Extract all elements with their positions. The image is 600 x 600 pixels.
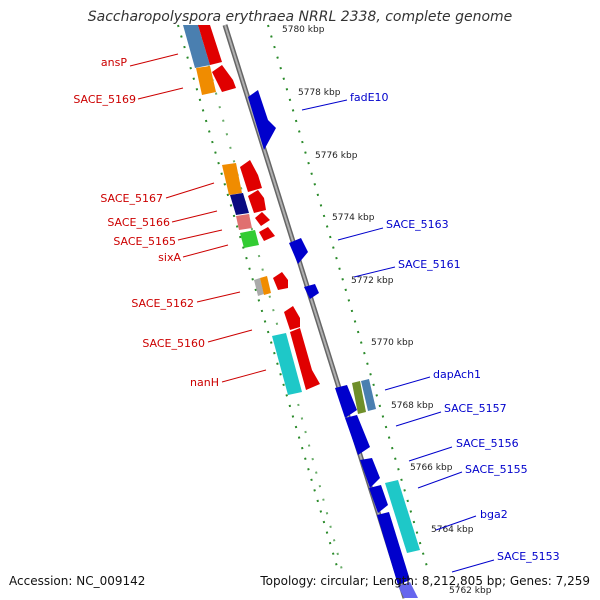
gene-SACE_5165-a[interactable] xyxy=(240,230,259,248)
gene-label-bga2[interactable]: bga2 xyxy=(480,508,508,521)
reverse-genes xyxy=(335,379,420,598)
gene-label-ansP[interactable]: ansP xyxy=(101,56,127,69)
gene-label-SACE_5165[interactable]: SACE_5165 xyxy=(113,235,176,248)
tick-label: 5764 kbp xyxy=(431,525,474,535)
gene-label-SACE_5162[interactable]: SACE_5162 xyxy=(131,297,194,310)
tick-label: 5770 kbp xyxy=(371,338,414,348)
genome-title: Saccharopolyspora erythraea NRRL 2338, c… xyxy=(87,9,513,25)
gene-nanH-a[interactable] xyxy=(272,333,302,395)
gene-dapAch1-b[interactable] xyxy=(361,379,376,411)
tick-marks: 5780 kbp 5778 kbp 5776 kbp 5774 kbp 5772… xyxy=(282,25,492,596)
gene-label-nanH[interactable]: nanH xyxy=(190,376,219,389)
leader-line xyxy=(337,227,384,241)
outer-right-guide xyxy=(267,24,429,571)
gene-SACE_5167-d[interactable] xyxy=(248,190,266,213)
gene-SACE_5156-arrow[interactable] xyxy=(345,415,370,455)
tick-label: 5762 kbp xyxy=(449,586,492,596)
gene-ansP-a[interactable] xyxy=(183,25,210,68)
leader-line xyxy=(384,376,431,391)
leader-line xyxy=(417,471,463,489)
gene-bga2-a[interactable] xyxy=(385,480,420,553)
gene-SACE_5169-a[interactable] xyxy=(196,66,216,95)
leader-line xyxy=(165,182,215,199)
gene-SACE_5166-a[interactable] xyxy=(236,214,252,230)
leader-line xyxy=(451,559,495,573)
leader-line xyxy=(137,87,184,100)
leader-line xyxy=(301,99,348,111)
gene-label-SACE_5160[interactable]: SACE_5160 xyxy=(142,337,205,350)
gene-SACE_5166-b[interactable] xyxy=(255,212,270,226)
gene-SACE_5160-a[interactable] xyxy=(284,306,300,330)
gene-SACE_5163-arrow[interactable] xyxy=(289,238,308,264)
genome-summary-text: Topology: circular; Length: 8,212,805 bp… xyxy=(260,574,590,588)
gene-label-SACE_5153[interactable]: SACE_5153 xyxy=(497,550,560,563)
tick-label: 5768 kbp xyxy=(391,401,434,411)
gene-SACE_5167-c[interactable] xyxy=(230,193,249,215)
gene-SACE_5162-a[interactable] xyxy=(254,278,264,296)
tick-label: 5774 kbp xyxy=(332,213,375,223)
right-gene-labels: fadE10 SACE_5163 SACE_5161 dapAch1 SACE_… xyxy=(301,91,560,573)
left-gene-labels: ansP SACE_5169 SACE_5167 SACE_5166 SACE_… xyxy=(73,53,267,389)
gene-SACE_5167-b[interactable] xyxy=(240,160,262,192)
gene-bga2-b[interactable] xyxy=(369,485,388,513)
gene-fadE10-arrow[interactable] xyxy=(248,90,276,150)
leader-line xyxy=(171,210,218,223)
gene-SACE_5153-a[interactable] xyxy=(377,512,410,585)
gene-SACE_5162-c[interactable] xyxy=(273,272,288,290)
gene-SACE_5155-arrow[interactable] xyxy=(360,458,380,488)
leader-line xyxy=(182,244,229,258)
leader-line xyxy=(408,446,453,462)
gene-SACE_5153-b[interactable] xyxy=(398,582,418,598)
tick-label: 5766 kbp xyxy=(410,463,453,473)
gene-label-sixA[interactable]: sixA xyxy=(158,251,181,264)
leader-line xyxy=(196,291,241,303)
tick-label: 5776 kbp xyxy=(315,151,358,161)
outer-left-guide xyxy=(177,24,339,571)
gene-label-SACE_5155[interactable]: SACE_5155 xyxy=(465,463,528,476)
dotted-guides xyxy=(177,24,429,571)
gene-label-SACE_5167[interactable]: SACE_5167 xyxy=(100,192,163,205)
gene-dapAch1-a[interactable] xyxy=(352,381,366,414)
leader-line xyxy=(177,229,223,241)
gene-label-SACE_5157[interactable]: SACE_5157 xyxy=(444,402,507,415)
tick-label: 5772 kbp xyxy=(351,276,394,286)
gene-label-dapAch1[interactable]: dapAch1 xyxy=(433,368,481,381)
leader-line xyxy=(353,266,396,278)
inner-left-guide xyxy=(197,24,343,571)
tick-label: 5778 kbp xyxy=(298,88,341,98)
gene-label-SACE_5166[interactable]: SACE_5166 xyxy=(107,216,170,229)
gene-label-SACE_5169[interactable]: SACE_5169 xyxy=(73,93,136,106)
gene-SACE_5169-b[interactable] xyxy=(212,65,236,92)
gene-label-SACE_5156[interactable]: SACE_5156 xyxy=(456,437,519,450)
gene-SACE_5167-a[interactable] xyxy=(222,163,242,195)
gene-label-SACE_5163[interactable]: SACE_5163 xyxy=(386,218,449,231)
gene-label-SACE_5161[interactable]: SACE_5161 xyxy=(398,258,461,271)
gene-nanH-b[interactable] xyxy=(290,328,320,390)
accession-text: Accession: NC_009142 xyxy=(9,574,146,588)
gene-SACE_5162-b[interactable] xyxy=(260,276,271,295)
leader-line xyxy=(221,369,267,383)
gene-SACE_5157-arrow[interactable] xyxy=(335,385,357,418)
gene-ansP-b[interactable] xyxy=(198,25,222,65)
leader-line xyxy=(395,411,442,427)
tick-label: 5780 kbp xyxy=(282,25,325,35)
gene-SACE_5165-b[interactable] xyxy=(259,227,275,241)
leader-line xyxy=(129,53,179,67)
forward-genes xyxy=(183,25,320,395)
leader-line xyxy=(435,515,477,531)
gene-SACE_5161-arrow[interactable] xyxy=(304,284,319,299)
leader-line xyxy=(207,329,253,343)
gene-label-fadE10[interactable]: fadE10 xyxy=(350,91,389,104)
